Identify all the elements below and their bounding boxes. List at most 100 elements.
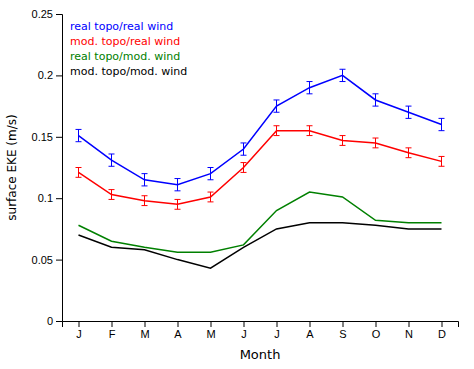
x-tick: J (76, 321, 82, 340)
x-tick-mark (178, 321, 179, 327)
error-cap (373, 106, 379, 107)
y-tick: 0.2 (38, 69, 62, 81)
x-tick: M (206, 321, 215, 340)
legend-entry: mod. topo/mod. wind (70, 65, 187, 78)
error-cap (340, 69, 346, 70)
error-bar (342, 69, 343, 81)
error-bar (276, 100, 277, 112)
error-cap (307, 135, 313, 136)
error-cap (307, 125, 313, 126)
error-cap (307, 93, 313, 94)
x-tick-mark (79, 321, 80, 327)
error-cap (76, 167, 82, 168)
y-tick-mark (56, 75, 62, 76)
series-line (79, 192, 442, 252)
plot: JFMAMJJASOND00.050.10.150.20.25Monthsurf… (5, 8, 459, 362)
error-cap (109, 199, 115, 200)
series-line (79, 131, 442, 205)
error-cap (76, 177, 82, 178)
x-tick-label: S (339, 328, 346, 340)
legend-entry: real topo/real wind (70, 20, 173, 33)
x-tick-label: O (372, 328, 381, 340)
error-cap (406, 157, 412, 158)
error-cap (109, 189, 115, 190)
error-cap (208, 167, 214, 168)
error-cap (241, 162, 247, 163)
error-cap (142, 195, 148, 196)
y-tick-label: 0.15 (32, 131, 53, 143)
error-cap (439, 130, 445, 131)
error-cap (241, 172, 247, 173)
y-tick: 0.05 (32, 254, 62, 266)
x-tick-mark (343, 321, 344, 327)
x-tick-mark (145, 321, 146, 327)
error-cap (175, 199, 181, 200)
x-tick-label: J (274, 328, 280, 340)
error-cap (307, 81, 313, 82)
y-tick: 0.1 (38, 192, 62, 204)
error-cap (208, 179, 214, 180)
error-cap (274, 125, 280, 126)
error-cap (76, 129, 82, 130)
y-tick-label: 0.1 (38, 192, 53, 204)
series-line (79, 75, 442, 184)
error-cap (142, 173, 148, 174)
series (76, 69, 445, 191)
x-tick-mark (112, 321, 113, 327)
error-cap (142, 205, 148, 206)
x-tick: D (438, 321, 446, 340)
error-cap (373, 93, 379, 94)
error-bar (78, 129, 79, 141)
error-bar (375, 138, 376, 148)
y-tick-label: 0.25 (32, 8, 53, 20)
y-tick-mark (56, 14, 62, 15)
y-tick-mark (56, 260, 62, 261)
x-tick-label: N (405, 328, 413, 340)
error-bar (144, 196, 145, 206)
x-tick: A (174, 321, 182, 340)
error-cap (340, 145, 346, 146)
error-cap (241, 155, 247, 156)
error-cap (109, 166, 115, 167)
x-tick-label: A (306, 328, 314, 340)
error-bar (177, 199, 178, 209)
error-cap (175, 178, 181, 179)
x-tick-mark (211, 321, 212, 327)
x-tick-mark (244, 321, 245, 327)
x-tick-label: D (438, 328, 446, 340)
error-cap (406, 118, 412, 119)
marks (76, 69, 445, 268)
x-tick-mark (310, 321, 311, 327)
y-tick: 0 (47, 315, 62, 327)
x-tick-mark (442, 321, 443, 327)
error-bar (408, 148, 409, 158)
x-tick: S (339, 321, 346, 340)
x-tick-label: M (140, 328, 149, 340)
x-tick-label: F (109, 328, 116, 340)
error-bar (309, 126, 310, 136)
y-tick: 0.25 (32, 8, 62, 20)
y-tick: 0.15 (32, 131, 62, 143)
error-bar (177, 179, 178, 191)
chart: JFMAMJJASOND00.050.10.150.20.25Monthsurf… (0, 0, 474, 369)
series (79, 192, 442, 252)
x-tick: M (140, 321, 149, 340)
y-axis: 0 0.05 0.1 0.15 0.2 0.25 (32, 8, 63, 327)
error-cap (373, 138, 379, 139)
error-cap (241, 142, 247, 143)
error-cap (406, 147, 412, 148)
error-bar (78, 168, 79, 178)
error-cap (439, 156, 445, 157)
error-cap (175, 209, 181, 210)
series (76, 126, 445, 210)
x-axis-line (63, 322, 459, 328)
y-tick-mark (56, 137, 62, 138)
error-bar (375, 94, 376, 106)
error-cap (274, 112, 280, 113)
error-bar (441, 156, 442, 166)
error-bar (111, 154, 112, 166)
error-cap (439, 166, 445, 167)
error-cap (340, 135, 346, 136)
series (79, 223, 442, 268)
error-cap (439, 118, 445, 119)
